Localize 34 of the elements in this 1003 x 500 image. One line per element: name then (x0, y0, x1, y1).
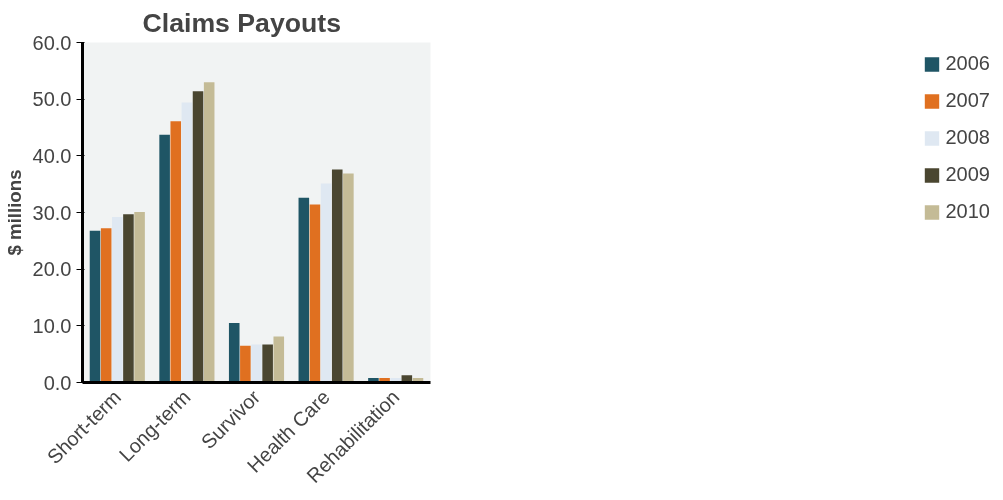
bar (320, 183, 332, 383)
bar (192, 91, 204, 383)
bar (228, 323, 240, 383)
bar (123, 214, 134, 383)
bar (170, 121, 182, 383)
bar (134, 211, 145, 383)
legend-label: 2006 (945, 52, 990, 75)
bar (309, 204, 321, 383)
legend-label: 2008 (945, 126, 990, 149)
chart-title: Claims Payouts (142, 7, 342, 38)
y-tick-label: 50.0 (32, 88, 72, 111)
bar (181, 102, 193, 383)
legend-label: 2010 (945, 200, 990, 223)
y-tick-label: 40.0 (32, 144, 72, 167)
legend-label: 2009 (945, 163, 990, 186)
y-tick-label: 20.0 (32, 258, 72, 281)
bar (100, 228, 112, 383)
y-tick-label: 30.0 (32, 201, 72, 224)
bar (343, 173, 354, 383)
y-tick-label: 60.0 (32, 31, 72, 54)
bar (89, 230, 101, 383)
y-tick-label: 10.0 (32, 314, 72, 337)
bar (251, 344, 262, 383)
bar (159, 134, 170, 383)
y-tick-label: 0.0 (43, 371, 72, 394)
bar (298, 197, 310, 383)
y-axis-title: $ millions (3, 169, 25, 256)
bar (203, 82, 215, 383)
legend-label: 2007 (945, 89, 990, 112)
bar (262, 344, 273, 383)
bar (331, 169, 343, 383)
bar (273, 336, 285, 383)
bar (112, 217, 123, 383)
bar (240, 345, 251, 383)
